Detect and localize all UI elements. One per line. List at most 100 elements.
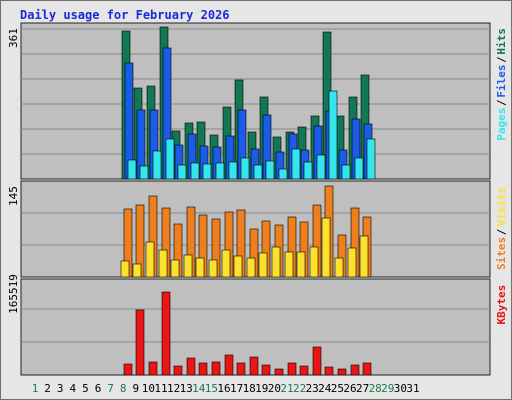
bar-visits-day-17 xyxy=(221,249,231,278)
x-tick-label-day-31: 31 xyxy=(406,382,419,395)
bar-pages-day-25 xyxy=(328,90,338,180)
x-tick-label-day-9: 9 xyxy=(132,382,139,395)
x-tick-label-day-17: 17 xyxy=(230,382,243,395)
x-tick-label-day-21: 21 xyxy=(280,382,293,395)
x-tick-label-day-28: 28 xyxy=(369,382,382,395)
bar-visits-day-27 xyxy=(347,247,357,278)
bar-pages-day-26 xyxy=(341,164,351,180)
x-tick-label-day-20: 20 xyxy=(268,382,281,395)
bar-visits-day-24 xyxy=(309,246,319,278)
bar-visits-day-15 xyxy=(195,257,205,278)
panel-hits-files-pages-max-label: 361 xyxy=(7,28,20,48)
bar-visits-day-9 xyxy=(120,260,130,278)
x-tick-label-day-23: 23 xyxy=(306,382,319,395)
legend-visits-sites-sites: Sites xyxy=(495,237,508,270)
bar-visits-day-16 xyxy=(208,259,218,278)
x-tick-label-day-10: 10 xyxy=(142,382,155,395)
bar-visits-day-11 xyxy=(145,241,155,278)
bar-pages-day-23 xyxy=(303,161,313,180)
x-tick-label-day-8: 8 xyxy=(120,382,127,395)
bar-kbytes-day-10 xyxy=(135,309,145,376)
bar-visits-day-13 xyxy=(170,259,180,278)
bar-kbytes-day-19 xyxy=(249,356,259,376)
bar-kbytes-day-24 xyxy=(312,346,322,376)
legend-visits-sites-separator: / xyxy=(495,228,508,235)
bar-kbytes-day-18 xyxy=(236,362,246,376)
bar-visits-day-20 xyxy=(258,252,268,278)
x-tick-label-day-22: 22 xyxy=(293,382,306,395)
bar-kbytes-day-15 xyxy=(198,362,208,376)
bar-pages-day-12 xyxy=(165,138,175,180)
bar-kbytes-day-11 xyxy=(148,361,158,376)
x-tick-label-day-5: 5 xyxy=(82,382,89,395)
x-tick-label-day-2: 2 xyxy=(44,382,51,395)
bar-kbytes-day-20 xyxy=(261,364,271,376)
panel-kbytes-max-label: 165519 xyxy=(7,274,20,314)
bar-kbytes-day-21 xyxy=(274,368,284,376)
x-tick-label-day-26: 26 xyxy=(343,382,356,395)
bar-visits-day-10 xyxy=(132,263,142,278)
x-tick-label-day-24: 24 xyxy=(318,382,332,395)
bar-pages-day-14 xyxy=(190,162,200,180)
bar-pages-day-13 xyxy=(177,164,187,180)
bar-pages-day-28 xyxy=(366,138,376,180)
legend-hits-files-pages-separator: / xyxy=(495,56,508,63)
x-tick-label-day-11: 11 xyxy=(154,382,167,395)
bar-pages-day-11 xyxy=(152,150,162,180)
x-tick-label-day-25: 25 xyxy=(331,382,344,395)
bar-visits-day-23 xyxy=(296,251,306,278)
x-tick-label-day-13: 13 xyxy=(180,382,193,395)
bar-pages-day-20 xyxy=(265,160,275,180)
bar-pages-day-10 xyxy=(139,165,149,180)
bar-kbytes-day-25 xyxy=(324,366,334,376)
bar-kbytes-day-23 xyxy=(299,365,309,376)
bar-visits-day-18 xyxy=(233,255,243,278)
bar-pages-day-16 xyxy=(215,162,225,180)
bar-pages-day-15 xyxy=(202,163,212,180)
bar-pages-day-19 xyxy=(253,164,263,180)
x-tick-label-day-1: 1 xyxy=(32,382,39,395)
bar-pages-day-27 xyxy=(354,157,364,180)
bar-kbytes-day-27 xyxy=(350,364,360,376)
x-tick-label-day-12: 12 xyxy=(167,382,180,395)
legend-kbytes-kbytes: KBytes xyxy=(495,285,508,325)
legend-visits-sites-visits: Visits xyxy=(495,187,508,227)
x-tick-label-day-4: 4 xyxy=(69,382,76,395)
bar-visits-day-25 xyxy=(321,217,331,278)
x-tick-label-day-30: 30 xyxy=(394,382,407,395)
legend-hits-files-pages-files: Files xyxy=(495,64,508,97)
bar-visits-day-28 xyxy=(359,235,369,278)
bar-visits-day-19 xyxy=(246,257,256,278)
x-tick-label-day-15: 15 xyxy=(205,382,218,395)
bar-pages-day-21 xyxy=(278,168,288,180)
bar-kbytes-day-14 xyxy=(186,357,196,376)
x-tick-label-day-29: 29 xyxy=(381,382,394,395)
bar-kbytes-day-13 xyxy=(173,365,183,376)
bar-visits-day-14 xyxy=(183,254,193,278)
chart-title: Daily usage for February 2026 xyxy=(20,8,230,22)
panel-visits-sites-max-label: 145 xyxy=(7,186,20,206)
x-tick-label-day-27: 27 xyxy=(356,382,369,395)
bar-visits-day-12 xyxy=(158,249,168,278)
bar-kbytes-day-22 xyxy=(287,362,297,376)
x-tick-label-day-19: 19 xyxy=(255,382,268,395)
bar-visits-day-22 xyxy=(284,251,294,278)
x-tick-label-day-3: 3 xyxy=(57,382,64,395)
x-tick-label-day-7: 7 xyxy=(107,382,114,395)
bar-kbytes-day-16 xyxy=(211,361,221,376)
legend-hits-files-pages-separator: / xyxy=(495,99,508,106)
bar-kbytes-day-17 xyxy=(224,354,234,376)
x-tick-label-day-14: 14 xyxy=(192,382,206,395)
bar-pages-day-17 xyxy=(228,161,238,180)
x-tick-label-day-18: 18 xyxy=(243,382,256,395)
legend-hits-files-pages-hits: Hits xyxy=(495,28,508,55)
bar-kbytes-day-26 xyxy=(337,368,347,376)
x-tick-label-day-16: 16 xyxy=(217,382,230,395)
bar-pages-day-9 xyxy=(127,159,137,180)
bar-visits-day-26 xyxy=(334,257,344,278)
bar-pages-day-22 xyxy=(291,148,301,180)
bar-pages-day-24 xyxy=(316,154,326,180)
bar-kbytes-day-9 xyxy=(123,363,133,376)
